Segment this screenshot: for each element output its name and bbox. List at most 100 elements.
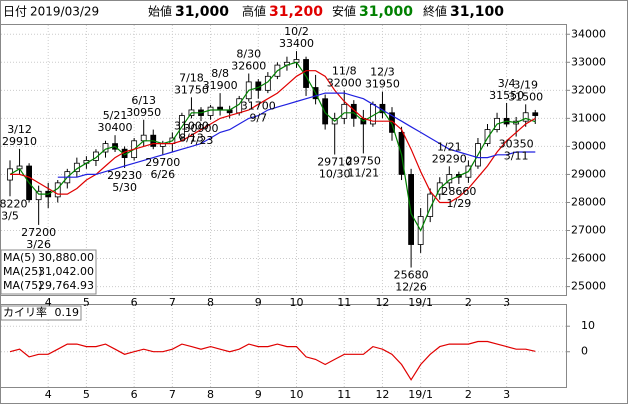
annotation-date: 3/11 bbox=[504, 150, 529, 163]
annotation-value: 31900 bbox=[203, 79, 238, 92]
y-tick-label: 29000 bbox=[571, 167, 606, 180]
x-tick-label: 5 bbox=[83, 296, 90, 309]
annotation-date: 3/19 bbox=[513, 78, 538, 91]
open: 31,000 bbox=[175, 4, 229, 20]
annotation-date: 9/7 bbox=[249, 112, 267, 125]
candle-body bbox=[341, 103, 348, 119]
annotation-value: 29700 bbox=[145, 156, 180, 169]
x-tick-label: 19/1 bbox=[408, 296, 433, 309]
x-tick-label: 5 bbox=[83, 388, 90, 401]
y-tick-label: 25000 bbox=[571, 280, 606, 293]
ma-line bbox=[10, 70, 536, 204]
x-tick-label: 19/1 bbox=[408, 388, 433, 401]
x-tick-label: 8 bbox=[207, 296, 214, 309]
annotation-date: 8/30 bbox=[236, 48, 261, 61]
close-label: 終値 bbox=[423, 4, 447, 19]
annotation-date: 7/23 bbox=[189, 134, 214, 147]
legend-name: MA(75) bbox=[3, 279, 43, 292]
x-tick-label: 9 bbox=[255, 296, 262, 309]
candle-body bbox=[207, 106, 214, 116]
y-tick-label: 34000 bbox=[571, 27, 606, 40]
annotation-date: 1/29 bbox=[446, 197, 471, 210]
high-label: 高値 bbox=[242, 4, 266, 19]
rate-pane bbox=[0, 304, 567, 388]
x-tick-label: 12 bbox=[375, 296, 389, 309]
low-label: 安値 bbox=[332, 4, 356, 19]
annotation-value: 29710 bbox=[317, 156, 352, 169]
candle-body bbox=[35, 190, 42, 201]
candle-body bbox=[140, 134, 147, 142]
annotation-date: 11/8 bbox=[332, 64, 357, 77]
high: 31,200 bbox=[269, 4, 323, 20]
legend-name: カイリ率 bbox=[3, 305, 47, 319]
close: 31,100 bbox=[450, 4, 504, 20]
candle-body bbox=[102, 143, 109, 153]
annotation-date: 3/26 bbox=[26, 238, 51, 251]
legend-name: MA(5) bbox=[3, 251, 36, 264]
annotation-date: 8/8 bbox=[211, 67, 229, 80]
legend bbox=[0, 249, 97, 295]
annotation-date: 10/30 bbox=[319, 168, 351, 181]
candle-body bbox=[350, 103, 357, 119]
annotation-value: 33400 bbox=[279, 37, 314, 50]
annotation-value: 29910 bbox=[2, 135, 37, 148]
annotation-value: 32000 bbox=[327, 76, 362, 89]
annotation-value: 31700 bbox=[241, 100, 276, 113]
x-tick-label: 4 bbox=[45, 296, 52, 309]
legend-value: 29,764.93 bbox=[38, 279, 94, 292]
legend-value: 30,880.00 bbox=[38, 251, 94, 264]
annotation-date: 3/4 bbox=[498, 77, 516, 90]
annotation-date: 7/18 bbox=[179, 71, 204, 84]
x-tick-label: 3 bbox=[503, 296, 510, 309]
rate-line bbox=[9, 340, 536, 381]
legend bbox=[0, 305, 82, 321]
annotation-value: 32600 bbox=[231, 60, 266, 73]
low: 31,000 bbox=[359, 4, 413, 20]
candle-body bbox=[427, 193, 434, 217]
legend-value: 31,042.00 bbox=[38, 265, 94, 278]
annotation-date: 5/30 bbox=[112, 181, 137, 194]
candle-body bbox=[522, 112, 529, 122]
annotation-date: 12/26 bbox=[395, 281, 427, 294]
annotation-value: 31750 bbox=[174, 83, 209, 96]
open-label: 始値 bbox=[148, 4, 172, 19]
annotation-value: 30350 bbox=[499, 138, 534, 151]
x-tick-label: 3 bbox=[503, 388, 510, 401]
y-tick-label: 28000 bbox=[571, 195, 606, 208]
annotation-value: 28220 bbox=[0, 197, 28, 210]
candle-body bbox=[484, 129, 491, 144]
y-tick-label: 26000 bbox=[571, 252, 606, 265]
y-tick-label: 0 bbox=[581, 345, 588, 358]
annotation-value: 31500 bbox=[508, 90, 543, 103]
annotation-value: 31550 bbox=[489, 89, 524, 102]
annotation-value: 28660 bbox=[441, 185, 476, 198]
y-tick-label: 27000 bbox=[571, 224, 606, 237]
ma-line bbox=[9, 61, 536, 232]
annotation-date: 3/12 bbox=[7, 123, 32, 136]
annotation-date: 3/5 bbox=[1, 209, 19, 222]
y-tick-label: 32000 bbox=[571, 83, 606, 96]
annotation-value: 29230 bbox=[107, 169, 142, 182]
annotation-date: 8/13 bbox=[179, 131, 204, 144]
x-tick-label: 2 bbox=[465, 296, 472, 309]
x-tick-label: 11 bbox=[337, 388, 351, 401]
annotation-value: 31000 bbox=[174, 119, 209, 132]
x-tick-label: 6 bbox=[131, 388, 138, 401]
annotation-value: 30950 bbox=[126, 106, 161, 119]
annotation-date: 1/21 bbox=[437, 140, 462, 153]
date-label: 日付 bbox=[3, 5, 27, 19]
ma-line bbox=[57, 92, 536, 178]
y-tick-label: 31000 bbox=[571, 111, 606, 124]
annotation-value: 29750 bbox=[346, 154, 381, 167]
y-tick-label: 33000 bbox=[571, 55, 606, 68]
candle-body bbox=[389, 112, 395, 133]
price-pane bbox=[0, 24, 567, 296]
annotation-value: 29290 bbox=[432, 152, 467, 165]
x-tick-label: 11 bbox=[337, 296, 351, 309]
annotation-date: 10/2 bbox=[284, 25, 309, 38]
x-tick-label: 6 bbox=[131, 296, 138, 309]
annotation-date: 6/13 bbox=[131, 94, 156, 107]
x-tick-label: 7 bbox=[169, 296, 176, 309]
